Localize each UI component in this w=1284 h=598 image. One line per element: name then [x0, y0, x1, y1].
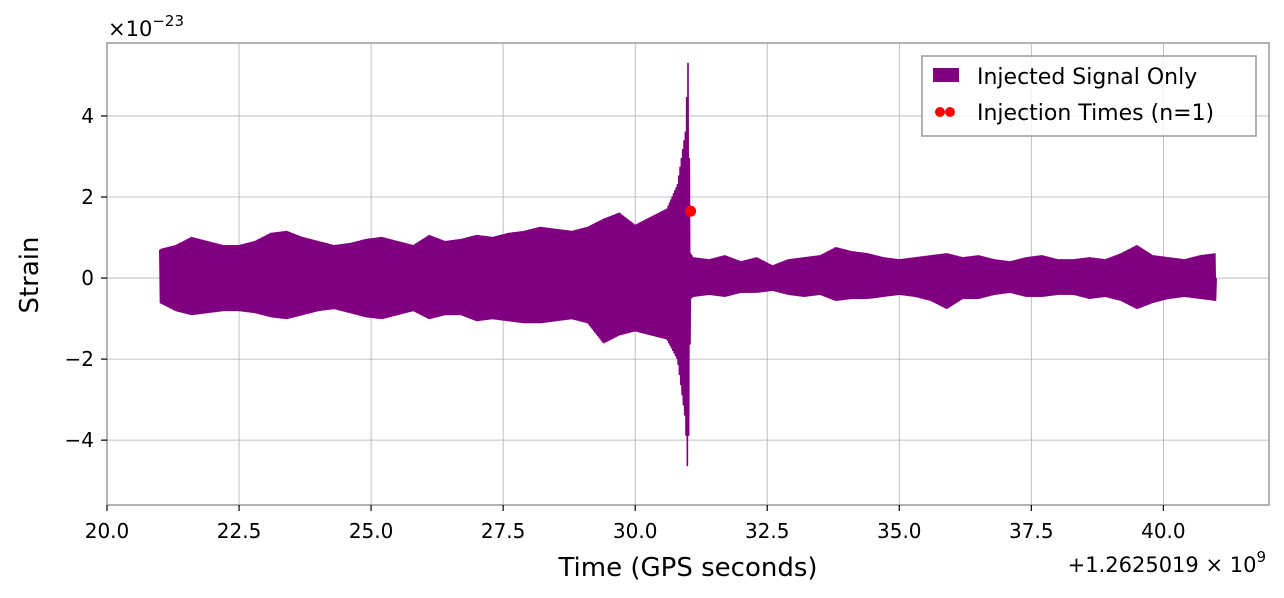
- x-offset: +1.2625019 × 109: [1068, 548, 1266, 577]
- legend-marker-injection-a: [935, 107, 945, 117]
- y-tick-label: 2: [81, 185, 94, 209]
- y-axis: 4 2 0 −2 −4: [65, 104, 107, 452]
- x-tick-label: 27.5: [481, 519, 526, 543]
- y-tick-label: 4: [81, 104, 94, 128]
- x-tick-label: 35.0: [877, 519, 922, 543]
- x-tick-label: 25.0: [349, 519, 394, 543]
- x-tick-label: 30.0: [613, 519, 658, 543]
- x-tick-label: 37.5: [1009, 519, 1054, 543]
- y-tick-label: 0: [81, 266, 94, 290]
- y-tick-label: −4: [65, 428, 94, 452]
- x-tick-label: 40.0: [1141, 519, 1186, 543]
- x-tick-label: 20.0: [85, 519, 130, 543]
- legend-marker-injection-b: [945, 107, 955, 117]
- plot-area: [159, 62, 1217, 467]
- x-tick-label: 32.5: [745, 519, 790, 543]
- injection-marker: [685, 205, 697, 217]
- x-axis-title: Time (GPS seconds): [557, 553, 817, 583]
- x-tick-label: 22.5: [217, 519, 262, 543]
- x-axis: 20.0 22.5 25.0 27.5 30.0 32.5 35.0 37.5 40.0: [85, 505, 1186, 543]
- legend-label-injected-signal: Injected Signal Only: [977, 65, 1197, 90]
- legend-label-injection-times: Injection Times (n=1): [977, 101, 1214, 126]
- y-axis-title: Strain: [15, 236, 45, 313]
- legend-swatch-injected-signal: [933, 68, 959, 82]
- y-multiplier: ×10−23: [108, 12, 184, 41]
- series-injected-signal-line: [159, 62, 1217, 467]
- legend: Injected Signal Only Injection Times (n=…: [921, 55, 1257, 137]
- axes-frame: [106, 42, 1270, 506]
- y-tick-label: −2: [65, 347, 94, 371]
- legend-frame: [921, 55, 1257, 137]
